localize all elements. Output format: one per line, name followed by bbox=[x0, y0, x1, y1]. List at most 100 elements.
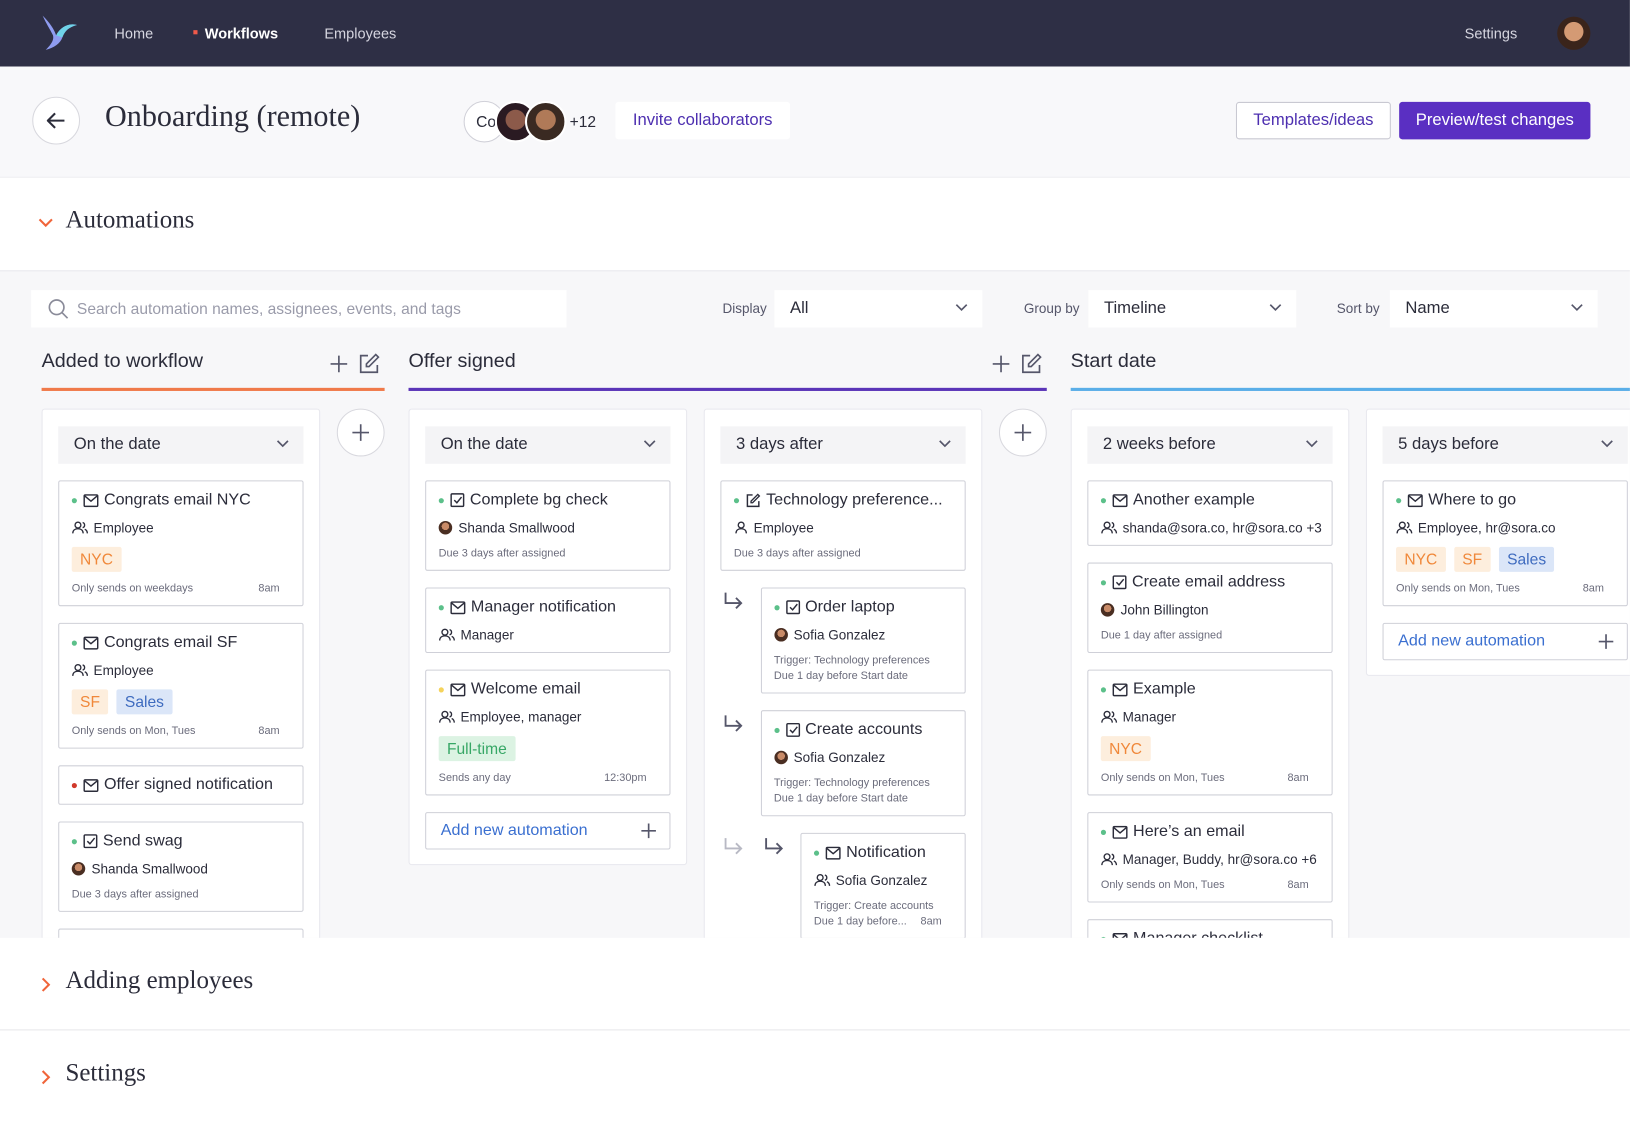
card-title-row: Another example bbox=[1100, 490, 1319, 511]
assignee: Employee bbox=[753, 519, 814, 535]
card-title-row: Congrats email NYC bbox=[71, 490, 290, 511]
add-column-button[interactable] bbox=[336, 408, 385, 457]
timing-select[interactable]: 2 weeks before bbox=[1087, 426, 1333, 464]
timing-select[interactable]: On the date bbox=[425, 426, 671, 464]
filter-select[interactable]: All bbox=[774, 290, 983, 328]
automation-card[interactable]: Congrats email NYC Employee NYC Only sends … bbox=[58, 480, 304, 607]
automation-card[interactable]: Notification Sofia Gonzalez Trigger: Creat… bbox=[800, 832, 966, 938]
timing-select[interactable]: On the date bbox=[58, 426, 304, 464]
card-notes: Due 3 days after assigned bbox=[72, 887, 290, 903]
automation-card[interactable]: Welcome survey bbox=[58, 928, 304, 938]
add-automation-button[interactable]: Add new automation bbox=[1382, 622, 1628, 661]
automation-card[interactable]: Another example shanda@sora.co, hr@sora.c… bbox=[1087, 480, 1333, 546]
columns: On the date Complete bg check Shanda Small… bbox=[408, 408, 1047, 938]
add-automation-button[interactable]: Add new automation bbox=[425, 812, 671, 850]
assignee: Manager bbox=[1122, 708, 1176, 725]
back-button[interactable] bbox=[32, 96, 81, 145]
automation-card[interactable]: Send swag Shanda Smallwood Due 3 days afte… bbox=[58, 821, 304, 912]
automation-card[interactable]: Technology preference... Employee Due 3 da… bbox=[720, 480, 966, 571]
assignee-row: Manager bbox=[439, 625, 657, 644]
add-column-button[interactable] bbox=[998, 408, 1047, 457]
card-title-row: Send swag bbox=[71, 831, 290, 852]
note: Due 1 day before... bbox=[813, 915, 907, 928]
card-title-row: Notification bbox=[813, 842, 952, 863]
add-icon[interactable] bbox=[992, 355, 1011, 374]
chevron-right bbox=[41, 1070, 51, 1085]
timing-select[interactable]: 3 days after bbox=[720, 426, 966, 464]
card-wrap: Order laptop Sofia Gonzalez Trigger: Techn… bbox=[724, 587, 966, 694]
card-title-row: Manager notification bbox=[438, 597, 657, 618]
invite-button[interactable]: Invite collaborators bbox=[615, 101, 791, 140]
card-notes: Trigger: Create accounts Due 1 day before… bbox=[814, 898, 952, 929]
edit-icon[interactable] bbox=[358, 352, 381, 375]
filter-value: Name bbox=[1405, 299, 1450, 318]
user-avatar[interactable] bbox=[1557, 16, 1591, 50]
mail-icon bbox=[1112, 932, 1133, 938]
filter-select[interactable]: Name bbox=[1389, 290, 1598, 328]
automation-card[interactable]: Offer signed notification bbox=[58, 765, 304, 805]
templates-button[interactable]: Templates/ideas bbox=[1235, 101, 1391, 140]
section-header[interactable]: Adding employees bbox=[0, 937, 1630, 1031]
top-nav: Home Workflows Employees Settings bbox=[0, 0, 1630, 67]
group-title: Added to workflow bbox=[41, 350, 203, 373]
preview-button[interactable]: Preview/test changes bbox=[1399, 101, 1591, 140]
logo[interactable] bbox=[40, 12, 80, 52]
search-box[interactable]: Search automation names, assignees, even… bbox=[31, 290, 567, 328]
assignee-row: Employee bbox=[72, 660, 290, 679]
dependency-arrow bbox=[722, 837, 745, 858]
mail-icon bbox=[1407, 493, 1428, 507]
assignee-row: Shanda Smallwood bbox=[438, 518, 657, 537]
assignee-photo bbox=[71, 861, 86, 875]
mail-icon bbox=[450, 682, 471, 697]
nav-link[interactable]: Workflows bbox=[204, 24, 279, 42]
assignee-icon bbox=[439, 710, 456, 724]
dependency-arrow bbox=[722, 592, 745, 613]
timing-value: On the date bbox=[440, 435, 528, 454]
automation-card[interactable]: Here’s an email Manager, Buddy, hr@sora.c… bbox=[1087, 812, 1333, 903]
card-wrap: Another example shanda@sora.co, hr@sora.c… bbox=[1087, 480, 1333, 546]
edit-icon[interactable] bbox=[1020, 352, 1043, 375]
section-header[interactable]: Settings bbox=[0, 1030, 1630, 1123]
card-title-row: Create accounts bbox=[773, 720, 952, 741]
group-title: Start date bbox=[1070, 350, 1157, 373]
nav-link[interactable]: Home bbox=[114, 24, 154, 42]
add-icon[interactable] bbox=[330, 355, 349, 374]
automation-card[interactable]: Create accounts Sofia Gonzalez Trigger: Te… bbox=[760, 710, 966, 817]
group-header: Start date bbox=[1070, 344, 1630, 391]
send-time: 8am bbox=[1287, 771, 1309, 785]
column: 5 days before Where to go Employee, hr@sor… bbox=[1365, 408, 1630, 676]
card-wrap: Complete bg check Shanda Smallwood Due 3 d… bbox=[425, 480, 671, 571]
tags: SF Sales bbox=[71, 689, 290, 715]
automation-card[interactable]: Congrats email SF Employee SF Sales Only sen… bbox=[58, 622, 304, 749]
dependency-arrow bbox=[762, 837, 785, 858]
filter-label: Display bbox=[722, 300, 767, 317]
nav-link[interactable]: Employees bbox=[324, 24, 397, 42]
automation-card[interactable]: Manager checklist bbox=[1087, 919, 1333, 938]
automation-card[interactable]: Welcome email Employee, manager Full-time S… bbox=[425, 669, 671, 796]
automation-card[interactable]: Order laptop Sofia Gonzalez Trigger: Techn… bbox=[760, 587, 966, 694]
automation-card[interactable]: Where to go Employee, hr@sora.co NYC SF Sale… bbox=[1382, 480, 1628, 607]
section-header[interactable]: Automations bbox=[0, 177, 1630, 272]
automation-card[interactable]: Complete bg check Shanda Smallwood Due 3 d… bbox=[425, 480, 671, 571]
timing-value: 3 days after bbox=[735, 435, 823, 454]
filter-select[interactable]: Timeline bbox=[1088, 290, 1297, 328]
assignee-row: Shanda Smallwood bbox=[71, 859, 290, 878]
nav-settings[interactable]: Settings bbox=[1464, 24, 1518, 42]
chevron-down bbox=[38, 218, 53, 228]
automation-card[interactable]: Manager notification Manager bbox=[425, 587, 671, 653]
note: Due 1 day after assigned bbox=[1100, 629, 1223, 642]
card-title: Notification bbox=[846, 843, 926, 861]
card-title-row: Example bbox=[1100, 679, 1319, 700]
collaborator-avatar[interactable] bbox=[524, 100, 567, 143]
status-dot bbox=[1100, 936, 1107, 938]
card-title: Manager checklist bbox=[1133, 930, 1263, 938]
assignee-icon bbox=[734, 520, 749, 534]
automation-card[interactable]: Example Manager NYC Only sends on Mon, Tues… bbox=[1087, 669, 1333, 796]
assignee: Sofia Gonzalez bbox=[835, 871, 928, 888]
add-label: Add new automation bbox=[1398, 632, 1546, 650]
card-wrap: Example Manager NYC Only sends on Mon, Tues… bbox=[1087, 669, 1333, 796]
column: On the date Congrats email NYC Employee NYC… bbox=[41, 408, 321, 938]
card-wrap: Welcome email Employee, manager Full-time S… bbox=[425, 669, 671, 796]
automation-card[interactable]: Create email address John Billington Due 1… bbox=[1087, 562, 1333, 653]
timing-select[interactable]: 5 days before bbox=[1382, 426, 1628, 464]
